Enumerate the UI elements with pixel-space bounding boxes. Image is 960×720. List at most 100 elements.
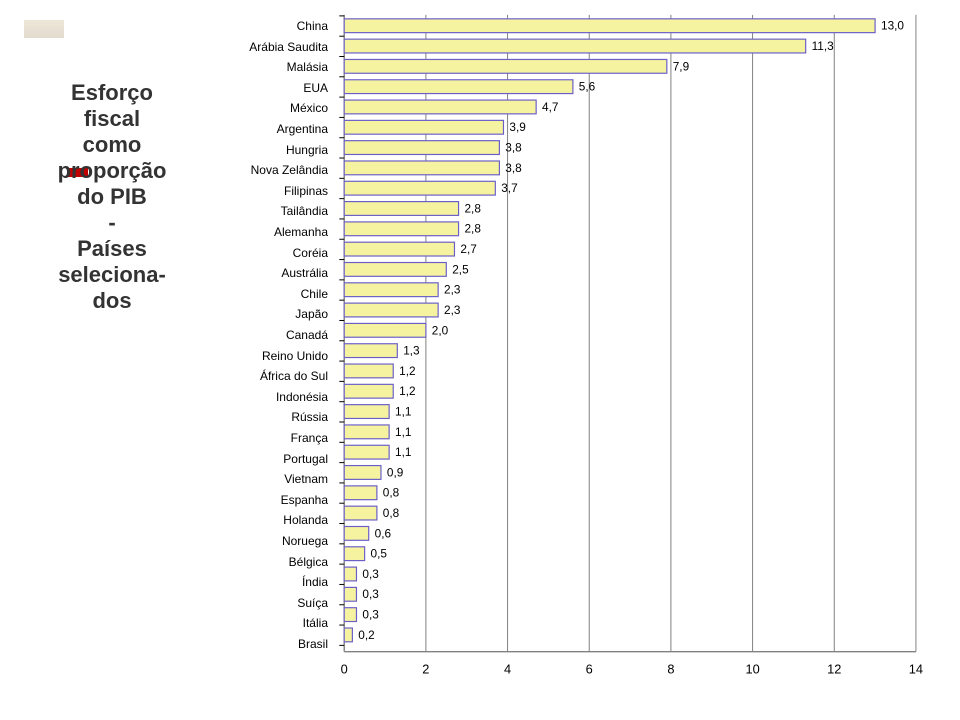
bar (344, 283, 438, 297)
page: Esforçofiscalcomoproporçãodo PIB-Paísess… (0, 0, 960, 720)
bar-value-label: 0,5 (371, 547, 388, 561)
bar (344, 587, 356, 601)
category-label: Chile (301, 287, 328, 301)
bar (344, 100, 536, 114)
title-line: proporção (22, 158, 202, 184)
category-label: Brasil (298, 637, 328, 651)
bar-value-label: 4,7 (542, 100, 558, 114)
category-label: Austrália (281, 266, 328, 280)
x-axis-tick-label: 8 (667, 661, 674, 676)
category-label: Bélgica (289, 555, 328, 569)
bar (344, 263, 446, 277)
category-label: Coréia (293, 246, 328, 260)
x-axis-tick-label: 4 (504, 661, 511, 676)
category-label: EUA (303, 81, 328, 95)
bar (344, 141, 499, 155)
bar-value-label: 0,3 (362, 608, 379, 622)
bar (344, 19, 875, 33)
category-label: Indonésia (276, 390, 328, 404)
bar-value-label: 1,2 (399, 384, 415, 398)
bar-value-label: 0,3 (362, 587, 379, 601)
decorative-box (24, 20, 64, 38)
category-label: Itália (303, 616, 328, 630)
bar (344, 425, 389, 439)
bar (344, 466, 381, 480)
category-label: Holanda (283, 513, 328, 527)
chart-area: 0246810121413,011,37,95,64,73,93,83,83,7… (330, 8, 940, 698)
bar (344, 222, 458, 236)
title-line: dos (22, 288, 202, 314)
x-axis-tick-label: 6 (586, 661, 593, 676)
category-label: Hungria (286, 143, 328, 157)
category-label: Filipinas (284, 184, 328, 198)
bar-value-label: 2,8 (464, 201, 481, 215)
bar-value-label: 1,1 (395, 404, 411, 418)
bar-value-label: 13,0 (881, 19, 904, 33)
bar-value-label: 3,9 (509, 120, 526, 134)
bar-value-label: 0,8 (383, 486, 400, 500)
category-label: França (291, 431, 328, 445)
x-axis-tick-label: 2 (422, 661, 429, 676)
bar (344, 303, 438, 317)
category-label: México (290, 101, 328, 115)
bar (344, 486, 377, 500)
bar (344, 59, 667, 73)
bar-value-label: 1,2 (399, 364, 415, 378)
title-line: fiscal (22, 106, 202, 132)
category-label: Nova Zelândia (251, 163, 328, 177)
bar (344, 80, 573, 94)
bar (344, 161, 499, 175)
bar (344, 344, 397, 358)
bar-value-label: 2,0 (432, 323, 449, 337)
bar-value-label: 2,3 (444, 283, 461, 297)
bar-value-label: 11,3 (812, 39, 835, 53)
bar (344, 202, 458, 216)
category-label: Suíça (297, 596, 328, 610)
bar (344, 323, 426, 337)
bar-value-label: 1,1 (395, 425, 411, 439)
category-label: Arábia Saudita (249, 40, 328, 54)
bar-value-label: 0,2 (358, 628, 374, 642)
bar (344, 364, 393, 378)
bar-value-label: 1,3 (403, 344, 420, 358)
title-line: Esforço (22, 80, 202, 106)
category-label: Argentina (277, 122, 328, 136)
bar (344, 242, 454, 256)
bar (344, 608, 356, 622)
title-line: Países (22, 236, 202, 262)
bar-value-label: 7,9 (673, 59, 690, 73)
chart-title: Esforçofiscalcomoproporçãodo PIB-Paísess… (22, 80, 202, 314)
category-label: Portugal (283, 452, 328, 466)
bar (344, 526, 369, 540)
bar (344, 445, 389, 459)
bar-value-label: 2,7 (460, 242, 476, 256)
bar (344, 120, 503, 134)
title-line: - (22, 210, 202, 236)
category-label: Rússia (291, 410, 328, 424)
category-label: Malásia (287, 60, 328, 74)
bar (344, 384, 393, 398)
bar-value-label: 2,3 (444, 303, 461, 317)
bar-value-label: 0,8 (383, 506, 400, 520)
category-label: Alemanha (274, 225, 328, 239)
category-label: Índia (302, 575, 328, 589)
bar-value-label: 3,8 (505, 141, 522, 155)
title-line: seleciona- (22, 262, 202, 288)
category-label: Vietnam (284, 472, 328, 486)
bar (344, 181, 495, 195)
category-label: Espanha (281, 493, 328, 507)
x-axis-tick-label: 14 (909, 661, 923, 676)
bar (344, 405, 389, 419)
bar (344, 628, 352, 642)
x-axis-tick-label: 12 (827, 661, 841, 676)
bar-value-label: 2,5 (452, 262, 469, 276)
category-label: Canadá (286, 328, 328, 342)
category-label: Japão (295, 307, 328, 321)
bar (344, 567, 356, 581)
bar (344, 39, 805, 53)
bar-value-label: 0,9 (387, 465, 404, 479)
bar-value-label: 0,3 (362, 567, 379, 581)
x-axis-tick-label: 0 (341, 661, 348, 676)
category-label: Noruega (282, 534, 328, 548)
title-line: do PIB (22, 184, 202, 210)
